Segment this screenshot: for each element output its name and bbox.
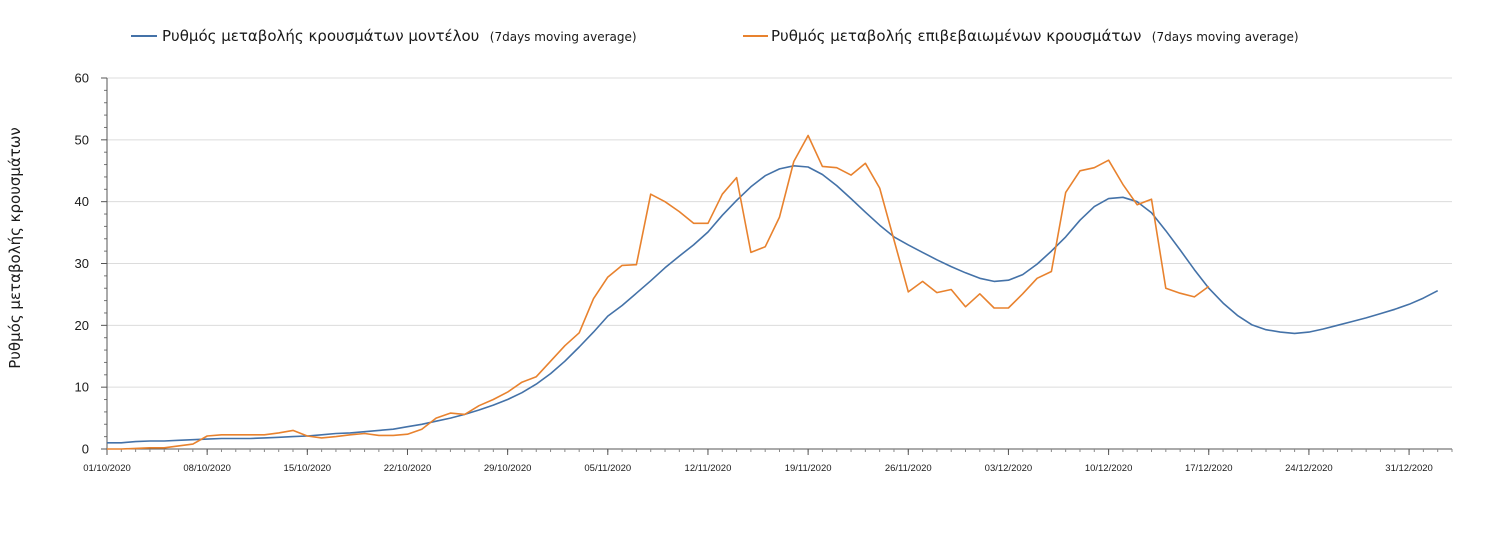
y-tick-label: 10 <box>75 380 89 395</box>
series-line-model <box>107 165 1439 444</box>
x-tick-label: 01/10/2020 <box>83 463 131 474</box>
x-tick-label: 15/10/2020 <box>284 463 332 474</box>
x-tick-label: 17/12/2020 <box>1185 463 1233 474</box>
gridlines <box>107 77 1452 388</box>
y-tick-label: 20 <box>75 318 89 333</box>
axes <box>101 77 1453 455</box>
legend-note-model: (7days moving average) <box>490 30 637 44</box>
x-tick-labels: 01/10/2020 08/10/2020 15/10/2020 22/10/2020… <box>83 463 1433 474</box>
legend-note-confirmed: (7days moving average) <box>1152 30 1299 44</box>
y-axis-label: Ρυθμός μεταβολής κρουσμάτων <box>6 127 24 369</box>
x-tick-label: 12/11/2020 <box>685 463 732 474</box>
y-tick-label: 40 <box>75 194 89 209</box>
x-tick-label: 05/11/2020 <box>584 463 631 474</box>
x-tick-label: 03/12/2020 <box>985 463 1033 474</box>
legend-label-model: Ρυθμός μεταβολής κρουσμάτων μοντέλου <box>162 27 479 45</box>
x-tick-label: 29/10/2020 <box>484 463 532 474</box>
legend: Ρυθμός μεταβολής κρουσμάτων μοντέλου (7d… <box>131 27 1299 45</box>
y-tick-label: 50 <box>75 132 89 147</box>
legend-item-confirmed: Ρυθμός μεταβολής επιβεβαιωμένων κρουσμάτ… <box>743 27 1299 45</box>
x-tick-label: 31/12/2020 <box>1385 463 1433 474</box>
x-tick-label: 22/10/2020 <box>384 463 432 474</box>
legend-label-confirmed: Ρυθμός μεταβολής επιβεβαιωμένων κρουσμάτ… <box>771 27 1141 45</box>
x-tick-label: 10/12/2020 <box>1085 463 1133 474</box>
legend-item-model: Ρυθμός μεταβολής κρουσμάτων μοντέλου (7d… <box>131 27 637 45</box>
svg-text:Ρυθμός μεταβολής κρουσμάτων μο: Ρυθμός μεταβολής κρουσμάτων μοντέλου (7d… <box>162 27 637 45</box>
y-tick-labels: 0 10 20 30 40 50 60 <box>75 71 89 457</box>
series-lines <box>107 134 1439 450</box>
x-tick-label: 19/11/2020 <box>785 463 832 474</box>
y-tick-label: 30 <box>75 256 89 271</box>
svg-text:Ρυθμός μεταβολής επιβεβαιωμένω: Ρυθμός μεταβολής επιβεβαιωμένων κρουσμάτ… <box>771 27 1299 45</box>
series-line-confirmed <box>107 134 1210 450</box>
y-tick-label: 60 <box>75 71 89 86</box>
y-tick-label: 0 <box>82 442 89 457</box>
x-tick-label: 08/10/2020 <box>183 463 231 474</box>
x-tick-label: 24/12/2020 <box>1285 463 1333 474</box>
x-tick-label: 26/11/2020 <box>885 463 932 474</box>
